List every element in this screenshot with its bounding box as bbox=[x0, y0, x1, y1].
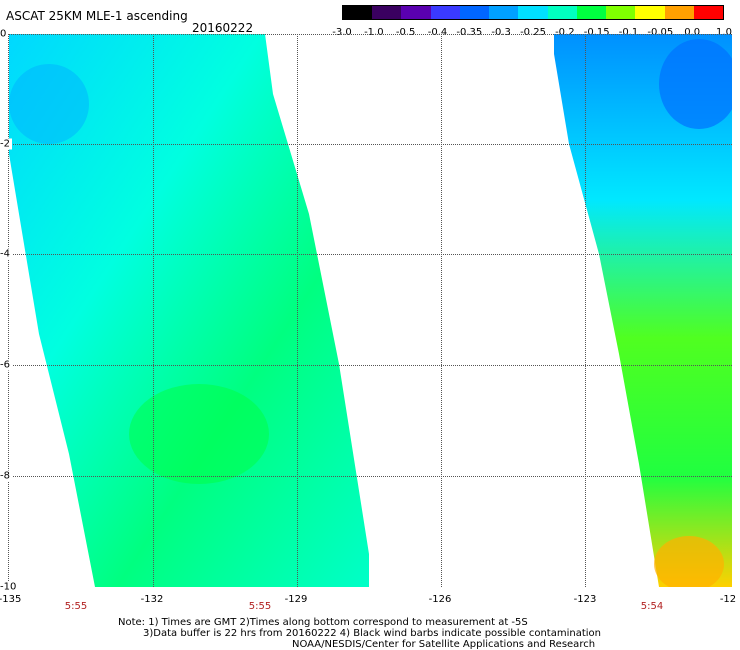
colorbar-label: -1.0 bbox=[364, 27, 384, 38]
colorbar-label: 0.0 bbox=[684, 27, 701, 38]
grid-line bbox=[9, 34, 732, 35]
lon-label: -12 bbox=[719, 594, 737, 605]
colorbar-segment bbox=[576, 6, 607, 19]
colorbar-segment bbox=[664, 6, 694, 19]
lon-label: -132 bbox=[140, 594, 164, 605]
right-swath-yellow-region bbox=[654, 536, 724, 587]
lat-label: 0 bbox=[0, 28, 9, 40]
colorbar-segment bbox=[343, 6, 373, 19]
grid-line bbox=[297, 34, 298, 587]
grid-line bbox=[9, 476, 732, 477]
right-swath bbox=[554, 34, 732, 587]
colorbar-segment bbox=[606, 6, 636, 19]
lat-label: -10 bbox=[0, 581, 19, 593]
colorbar-label: -0.35 bbox=[456, 27, 483, 38]
left-swath-blue-region bbox=[9, 64, 89, 144]
colorbar-label: -3.0 bbox=[332, 27, 352, 38]
colorbar-label: -0.5 bbox=[395, 27, 416, 38]
note-line-3: NOAA/NESDIS/Center for Satellite Applica… bbox=[292, 639, 596, 650]
lon-label: -123 bbox=[573, 594, 597, 605]
lon-label: -126 bbox=[428, 594, 452, 605]
colorbar-segment bbox=[489, 6, 519, 19]
colorbar-segment bbox=[430, 6, 460, 19]
colorbar-label: -0.1 bbox=[618, 27, 639, 38]
colorbar bbox=[342, 5, 724, 20]
lat-label: -2 bbox=[0, 138, 12, 150]
colorbar-segment bbox=[518, 6, 548, 19]
colorbar-label: 1.0 bbox=[716, 27, 732, 38]
colorbar-segment bbox=[401, 6, 431, 19]
colorbar-label: -0.2 bbox=[555, 27, 575, 38]
note-line-1: Note: 1) Times are GMT 2)Times along bot… bbox=[118, 617, 528, 628]
left-swath-green-region bbox=[129, 384, 269, 484]
grid-line bbox=[441, 34, 442, 587]
colorbar-segment bbox=[459, 6, 490, 19]
lon-label: -135 bbox=[0, 594, 22, 605]
left-swath bbox=[9, 34, 369, 587]
right-swath-blue-region bbox=[659, 39, 732, 129]
grid-line bbox=[9, 254, 732, 255]
grid-line bbox=[9, 144, 732, 145]
lon-label: -129 bbox=[284, 594, 308, 605]
note-line-2: 3)Data buffer is 22 hrs from 20160222 4)… bbox=[143, 628, 601, 639]
colorbar-label: -0.4 bbox=[427, 27, 448, 38]
lat-label: -4 bbox=[0, 248, 12, 260]
colorbar-segment bbox=[372, 6, 402, 19]
swath-plot bbox=[9, 34, 732, 587]
colorbar-label: -0.15 bbox=[583, 27, 610, 38]
grid-line bbox=[153, 34, 154, 587]
time-label: 5:55 bbox=[248, 601, 272, 612]
colorbar-label: -0.05 bbox=[647, 27, 674, 38]
colorbar-label: -0.25 bbox=[520, 27, 546, 38]
colorbar-segment bbox=[547, 6, 577, 19]
colorbar-segment bbox=[635, 6, 665, 19]
lat-label: -8 bbox=[0, 470, 12, 482]
grid-line bbox=[9, 365, 732, 366]
time-label: 5:55 bbox=[64, 601, 88, 612]
colorbar-segment bbox=[693, 6, 724, 19]
map-title: ASCAT 25KM MLE-1 ascending bbox=[6, 9, 188, 23]
map-area bbox=[8, 34, 732, 587]
lat-label: -6 bbox=[0, 359, 12, 371]
map-date: 20160222 bbox=[192, 21, 254, 35]
time-label: 5:54 bbox=[640, 601, 664, 612]
grid-line bbox=[585, 34, 586, 587]
colorbar-label: -0.3 bbox=[491, 27, 511, 38]
